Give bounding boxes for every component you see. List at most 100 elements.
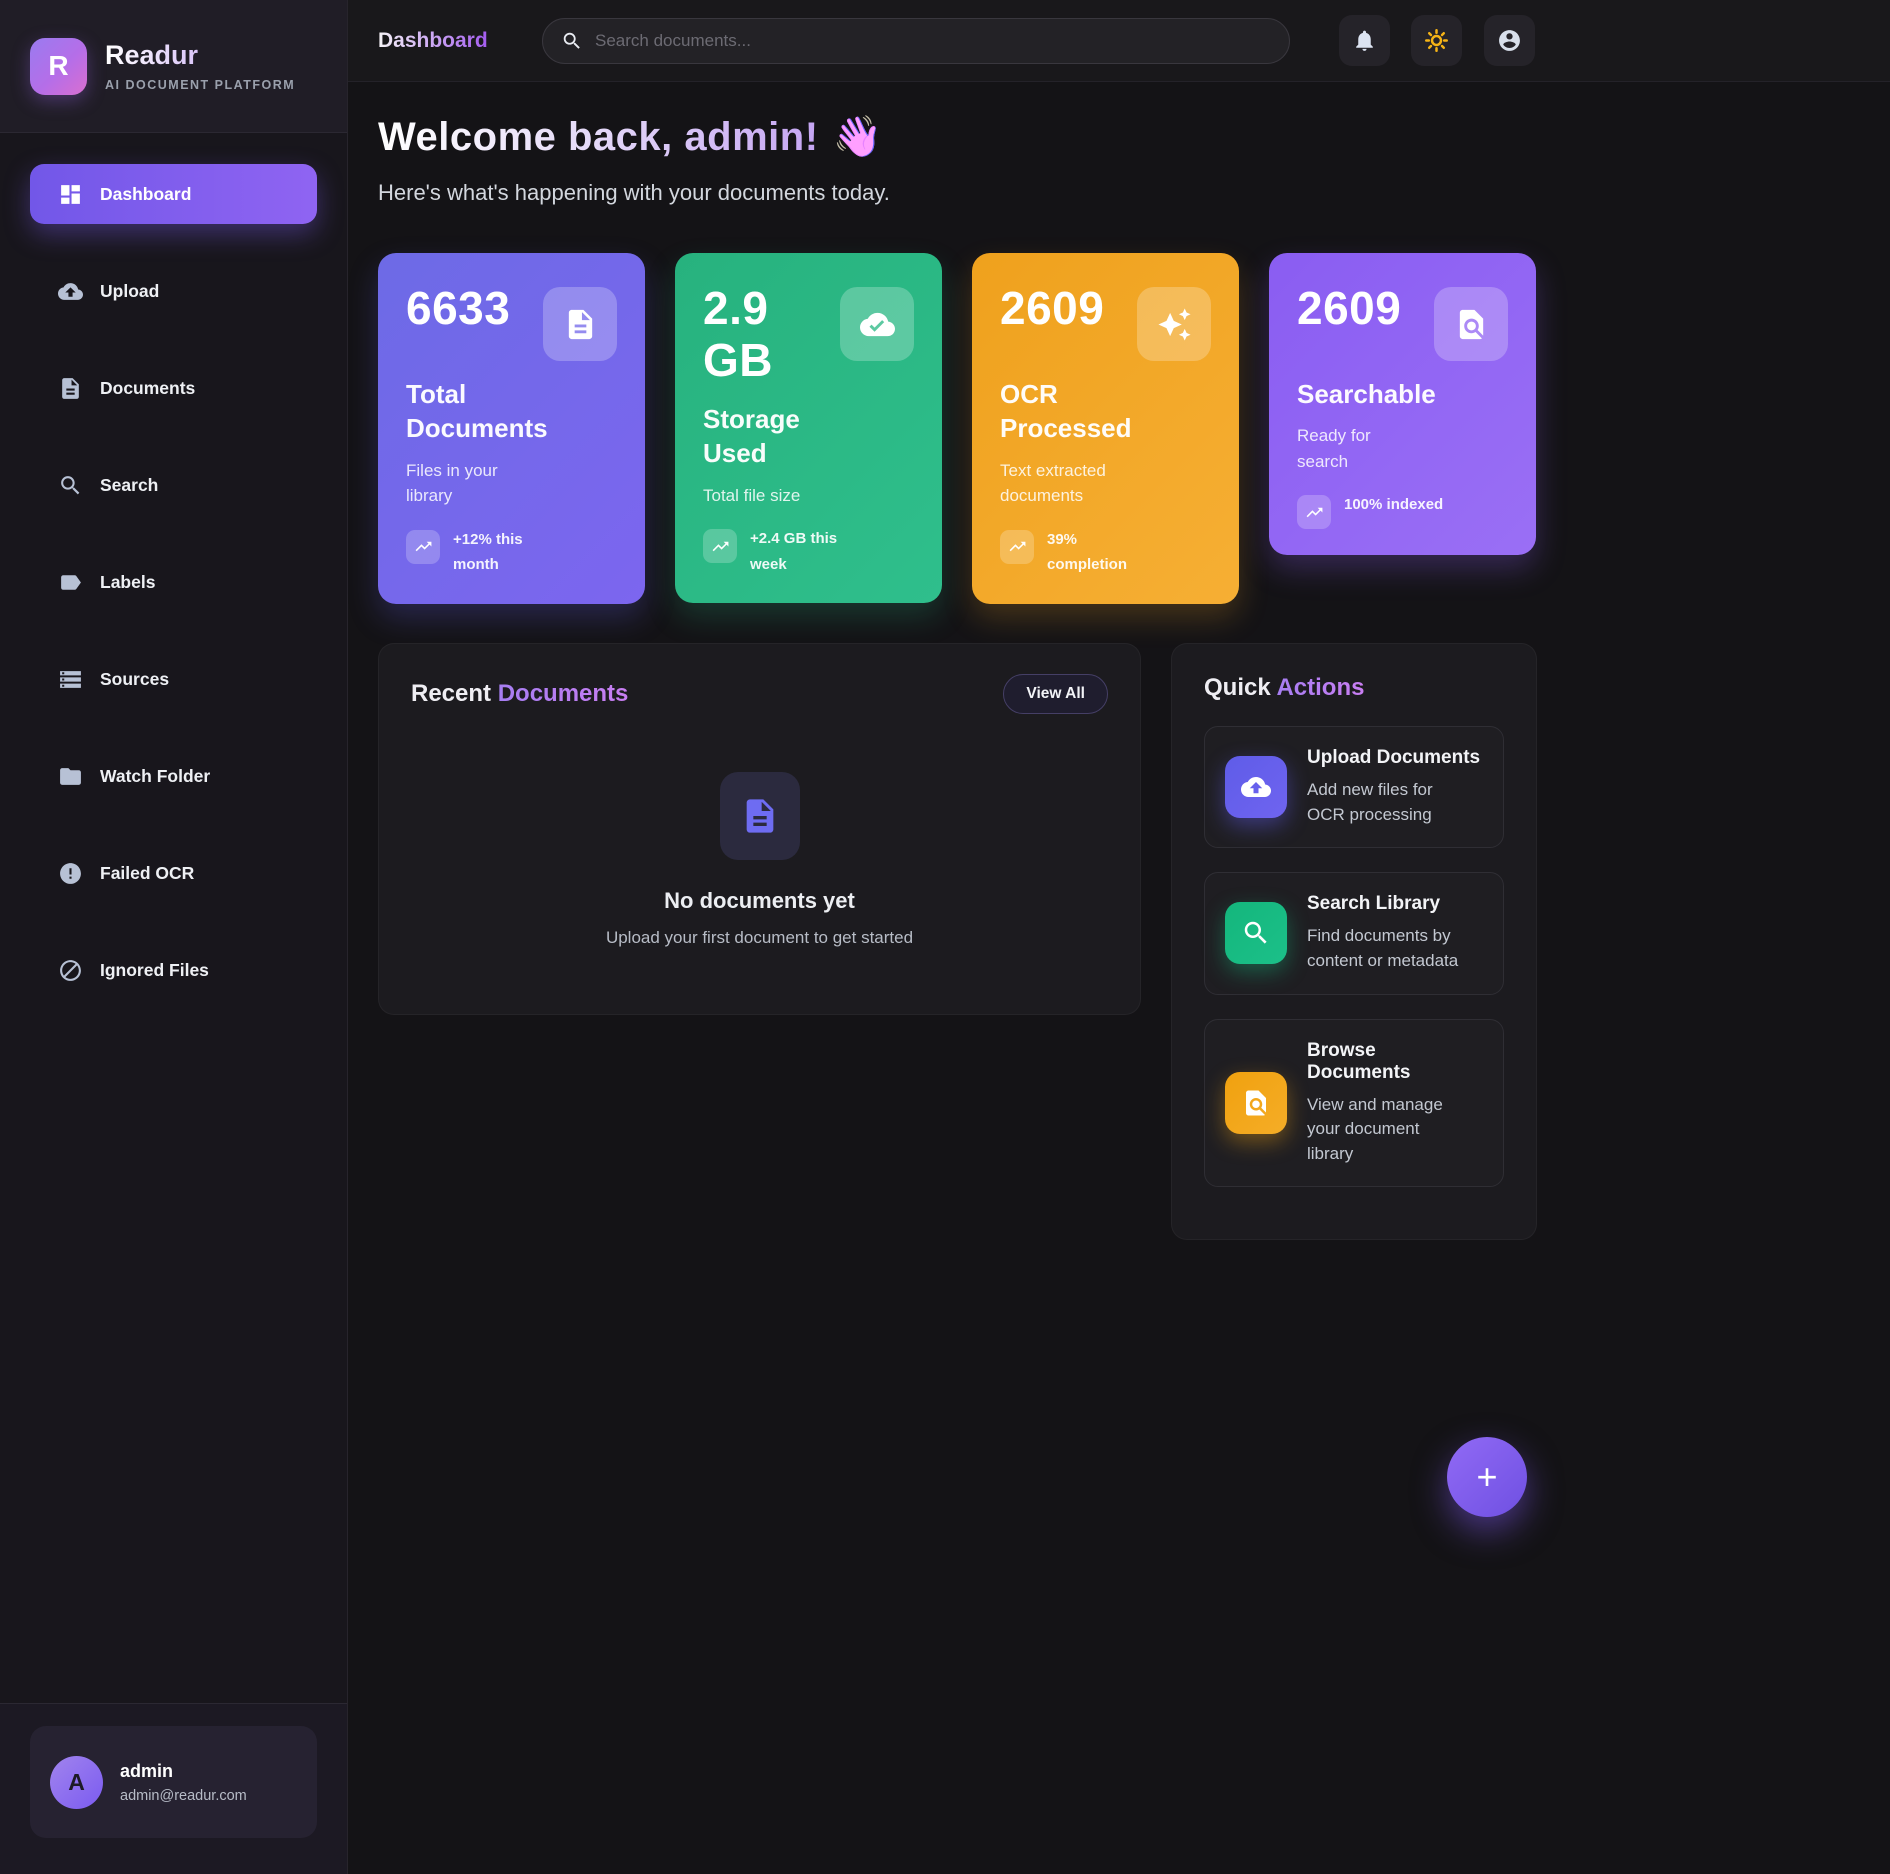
recent-documents-title: Recent Documents xyxy=(411,680,628,708)
sidebar-item-label: Upload xyxy=(100,280,160,301)
search-icon xyxy=(58,473,83,498)
trending-up-icon xyxy=(1297,495,1331,530)
sparkles-icon xyxy=(1137,287,1211,361)
add-fab-button[interactable]: + xyxy=(1447,1437,1527,1517)
stat-value: 2609 xyxy=(1000,282,1105,334)
sidebar-item-label: Search xyxy=(100,474,159,495)
avatar: A xyxy=(50,1755,103,1809)
recent-title-primary: Recent xyxy=(411,680,498,707)
tag-icon xyxy=(58,570,83,595)
quick-action-browse-documents[interactable]: Browse Documents View and manage your do… xyxy=(1204,1018,1504,1188)
sidebar-item-documents[interactable]: Documents xyxy=(30,358,317,418)
stat-value: 2.9 GB xyxy=(703,282,773,386)
stat-subtext: Ready for search xyxy=(1297,426,1371,471)
empty-state-subtitle: Upload your first document to get starte… xyxy=(605,928,914,947)
file-icon xyxy=(58,376,83,401)
stat-subtext: Total file size xyxy=(703,485,801,505)
cloud-upload-icon xyxy=(1225,756,1287,819)
empty-state-title: No documents yet xyxy=(664,888,855,913)
sidebar-item-label: Documents xyxy=(100,377,196,398)
quick-action-upload-documents[interactable]: Upload Documents Add new files for OCR p… xyxy=(1204,726,1504,849)
brand-logo: R xyxy=(30,37,87,95)
sidebar-item-label: Sources xyxy=(100,668,170,689)
user-name: admin xyxy=(120,1760,174,1781)
find-in-page-icon xyxy=(1225,1072,1287,1135)
stat-trend-text: 100% indexed xyxy=(1344,496,1444,514)
user-card[interactable]: A admin admin@readur.com xyxy=(30,1726,317,1838)
trending-up-icon xyxy=(1000,529,1034,564)
topbar: Dashboard xyxy=(348,0,1890,82)
quick-actions-title: Quick Actions xyxy=(1204,674,1364,702)
trending-up-icon xyxy=(406,529,440,564)
sidebar-item-watch-folder[interactable]: Watch Folder xyxy=(30,746,317,806)
stat-card-searchable[interactable]: 2609 Searchable Ready for search 100% in… xyxy=(1269,253,1536,556)
account-circle-icon xyxy=(1497,28,1522,53)
search-input[interactable] xyxy=(595,31,1271,51)
block-icon xyxy=(58,958,83,983)
empty-state: No documents yet Upload your first docum… xyxy=(411,772,1108,948)
welcome-text: Welcome back, admin! xyxy=(378,115,819,159)
wave-emoji: 👋 xyxy=(832,115,883,159)
document-icon xyxy=(719,772,800,860)
stat-value: 6633 xyxy=(406,282,511,334)
trending-up-icon xyxy=(703,529,737,564)
quick-actions-panel: Quick Actions Upload Documents Add new f… xyxy=(1171,643,1537,1240)
welcome-subtitle: Here's what's happening with your docume… xyxy=(378,180,890,205)
quick-action-title: Search Library xyxy=(1307,893,1441,915)
sidebar-item-dashboard[interactable]: Dashboard xyxy=(30,164,317,224)
sidebar-item-search[interactable]: Search xyxy=(30,455,317,515)
stat-card-total-documents[interactable]: 6633 Total Documents Files in your libra… xyxy=(378,253,645,604)
storage-icon xyxy=(58,667,83,692)
plus-icon: + xyxy=(1476,1456,1498,1497)
folder-icon xyxy=(58,764,83,789)
sidebar-item-label: Watch Folder xyxy=(100,765,211,786)
page-title: Dashboard xyxy=(378,28,488,52)
sidebar-item-failed-ocr[interactable]: Failed OCR xyxy=(30,843,317,903)
theme-toggle-button[interactable] xyxy=(1411,15,1462,66)
stat-subtext: Text extracted documents xyxy=(1000,460,1106,506)
account-button[interactable] xyxy=(1484,15,1535,66)
quick-action-search-library[interactable]: Search Library Find documents by content… xyxy=(1204,872,1504,995)
main-content: Welcome back, admin! 👋 Here's what's happ… xyxy=(348,82,1890,1874)
error-icon xyxy=(58,861,83,886)
quick-action-desc: Add new files for OCR processing xyxy=(1307,780,1433,824)
find-in-page-icon xyxy=(1434,287,1508,361)
cloud-upload-icon xyxy=(58,279,83,304)
stat-value: 2609 xyxy=(1297,282,1402,334)
stat-card-ocr-processed[interactable]: 2609 OCR Processed Text extracted docume… xyxy=(972,253,1239,604)
sun-icon xyxy=(1424,28,1449,53)
quick-action-title: Browse Documents xyxy=(1307,1039,1411,1083)
cloud-done-icon xyxy=(840,287,914,361)
user-email: admin@readur.com xyxy=(120,1787,247,1804)
stat-label: Searchable xyxy=(1297,379,1436,409)
quick-action-desc: View and manage your document library xyxy=(1307,1094,1443,1163)
quick-title-primary: Quick xyxy=(1204,674,1277,701)
search-icon xyxy=(1225,902,1287,965)
search-bar xyxy=(542,18,1290,64)
user-section: A admin admin@readur.com xyxy=(0,1703,347,1874)
stat-trend-text: 39% completion xyxy=(1047,530,1128,574)
stat-subtext: Files in your library xyxy=(406,460,498,506)
brand-header: R Readur AI DOCUMENT PLATFORM xyxy=(0,0,347,133)
sidebar-item-labels[interactable]: Labels xyxy=(30,552,317,612)
sidebar: R Readur AI DOCUMENT PLATFORM Dashboard … xyxy=(0,0,348,1874)
sidebar-item-sources[interactable]: Sources xyxy=(30,649,317,709)
welcome-heading: Welcome back, admin! 👋 xyxy=(378,113,883,160)
stats-row: 6633 Total Documents Files in your libra… xyxy=(378,253,1536,604)
dashboard-icon xyxy=(58,182,83,207)
stat-trend-text: +12% this month xyxy=(453,530,523,574)
brand-tagline: AI DOCUMENT PLATFORM xyxy=(105,78,296,92)
stat-label: Total Documents xyxy=(406,379,548,444)
sidebar-item-ignored-files[interactable]: Ignored Files xyxy=(30,940,317,1000)
sidebar-nav: Dashboard Upload Documents Search Labels xyxy=(0,133,347,1000)
view-all-button[interactable]: View All xyxy=(1003,674,1108,714)
search-icon xyxy=(561,30,583,52)
stat-card-storage-used[interactable]: 2.9 GB Storage Used Total file size +2.4… xyxy=(675,253,942,604)
sidebar-item-label: Labels xyxy=(100,571,156,592)
stat-trend-text: +2.4 GB this week xyxy=(750,530,838,573)
document-icon xyxy=(543,287,617,361)
sidebar-item-upload[interactable]: Upload xyxy=(30,261,317,321)
notifications-button[interactable] xyxy=(1339,15,1390,66)
recent-documents-panel: Recent Documents View All No documents y… xyxy=(378,643,1141,1015)
sidebar-item-label: Ignored Files xyxy=(100,959,209,980)
